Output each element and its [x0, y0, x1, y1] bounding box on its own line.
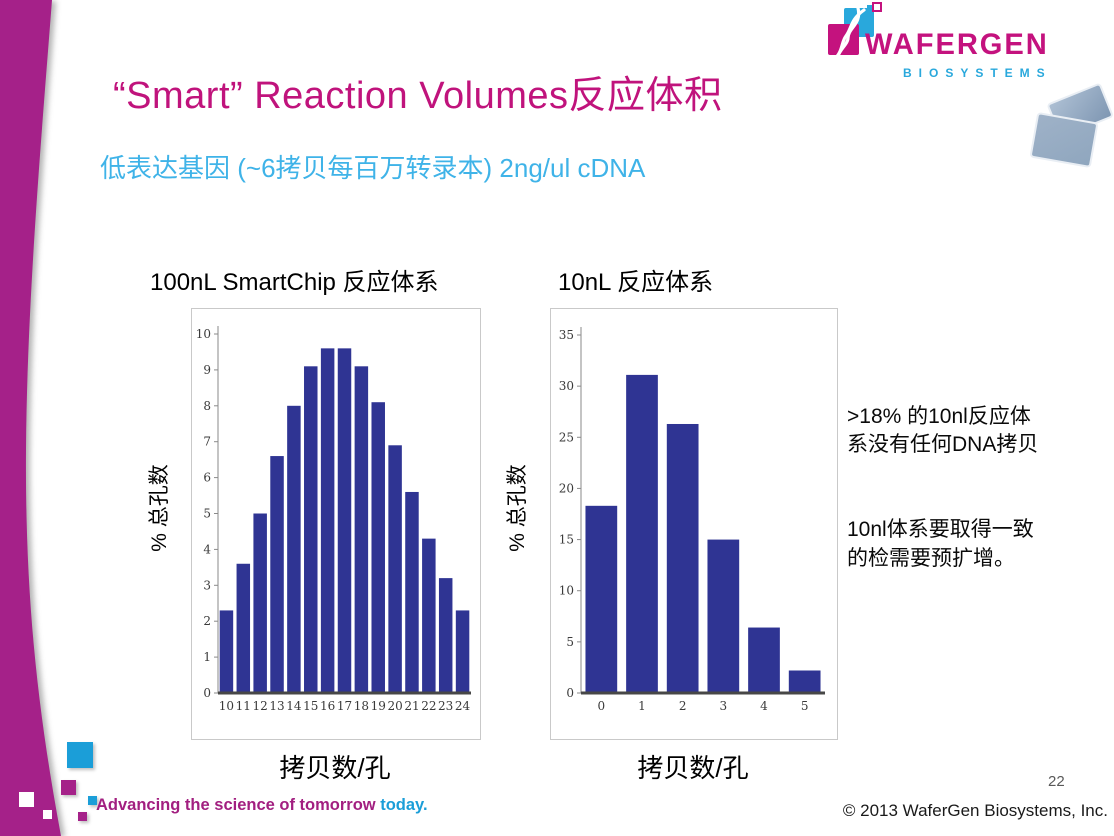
chart-title-10nl: 10nL 反应体系	[558, 269, 714, 296]
svg-text:22: 22	[421, 699, 436, 713]
decor-square-white-tiny	[43, 810, 52, 819]
decor-square-magenta-tiny	[78, 812, 87, 821]
page-title: “Smart” Reaction Volumes反应体积	[113, 75, 723, 117]
svg-text:23: 23	[438, 699, 453, 713]
y-axis-label-left: % 总孔数	[148, 464, 171, 552]
y-axis-label-right: % 总孔数	[506, 464, 529, 552]
decor-square-blue-large	[67, 742, 93, 768]
svg-text:15: 15	[303, 699, 318, 713]
decor-square-magenta-mid	[61, 780, 76, 795]
svg-text:3: 3	[720, 699, 728, 713]
svg-text:10: 10	[219, 699, 234, 713]
svg-text:10: 10	[559, 584, 574, 598]
svg-text:18: 18	[354, 699, 369, 713]
svg-text:19: 19	[371, 699, 386, 713]
svg-text:35: 35	[559, 328, 574, 342]
tagline-accent: today.	[380, 796, 428, 814]
tagline-main: Advancing the science of tomorrow	[96, 796, 381, 814]
svg-text:5: 5	[566, 635, 574, 649]
annotation-paragraph-1: >18% 的10nl反应体 系没有任何DNA拷贝	[847, 404, 1039, 457]
svg-text:3: 3	[203, 578, 211, 592]
svg-text:5: 5	[203, 507, 211, 521]
logo-subtitle: BIOSYSTEMS	[903, 66, 1052, 80]
svg-text:16: 16	[320, 699, 335, 713]
svg-text:11: 11	[236, 699, 251, 713]
svg-text:20: 20	[559, 481, 574, 495]
svg-text:24: 24	[455, 699, 471, 713]
x-axis-label-left: 拷贝数/孔	[279, 753, 391, 783]
page-number: 22	[1048, 773, 1065, 790]
svg-text:12: 12	[253, 699, 268, 713]
svg-text:0: 0	[566, 686, 574, 700]
svg-text:30: 30	[559, 379, 574, 393]
company-tagline: Advancing the science of tomorrow today.	[96, 796, 428, 815]
svg-text:15: 15	[559, 533, 574, 547]
svg-text:8: 8	[203, 399, 211, 413]
smartchip-icon	[1030, 83, 1113, 168]
copyright-notice: © 2013 WaferGen Biosystems, Inc.	[842, 801, 1108, 820]
svg-text:5: 5	[801, 699, 809, 713]
svg-text:4: 4	[760, 699, 768, 713]
dna-helix-icon	[828, 2, 882, 66]
svg-text:13: 13	[269, 699, 284, 713]
bar-chart-svg-right: 0 5 10 15 20 25 30 35 0 1 2 3 4 5	[559, 327, 825, 713]
decor-square-blue-small	[88, 796, 97, 805]
x-axis-label-right: 拷贝数/孔	[637, 753, 749, 783]
annotation-paragraph-2: 10nl体系要取得一致 的检需要预扩增。	[847, 518, 1034, 570]
svg-text:14: 14	[286, 699, 302, 713]
left-swoosh-decoration	[0, 0, 61, 836]
logo-wordmark: WAFERGEN	[865, 28, 1049, 61]
svg-text:7: 7	[203, 435, 211, 449]
svg-text:2: 2	[203, 614, 211, 628]
svg-text:10: 10	[196, 327, 211, 341]
svg-text:20: 20	[387, 699, 402, 713]
decor-square-white-cutout	[19, 792, 34, 807]
svg-text:2: 2	[679, 699, 687, 713]
svg-text:0: 0	[203, 686, 211, 700]
svg-text:21: 21	[404, 699, 419, 713]
svg-text:6: 6	[203, 471, 211, 485]
bar-chart-100nl: 0 1 2 3 4 5 6 7 8 9 10 10 11 12 13 14 15 16 17 18 19 20 21 22 23…	[191, 308, 481, 740]
page-subtitle: 低表达基因 (~6拷贝每百万转录本) 2ng/ul cDNA	[100, 153, 646, 183]
svg-text:0: 0	[598, 699, 606, 713]
svg-text:1: 1	[638, 699, 646, 713]
annotation-text: >18% 的10nl反应体 系没有任何DNA拷贝 10nl体系要取得一致 的检需…	[847, 374, 1109, 630]
svg-text:1: 1	[203, 650, 211, 664]
svg-text:17: 17	[337, 699, 352, 713]
svg-text:25: 25	[559, 430, 574, 444]
bar-chart-10nl: 0 5 10 15 20 25 30 35 0 1 2 3 4 5	[550, 308, 838, 740]
chart-title-100nl: 100nL SmartChip 反应体系	[150, 269, 439, 296]
svg-text:4: 4	[203, 542, 211, 556]
svg-text:9: 9	[203, 363, 211, 377]
